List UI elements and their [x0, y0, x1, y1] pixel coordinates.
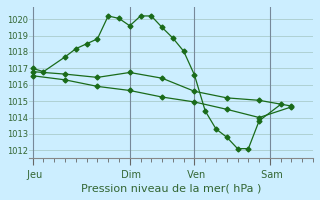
X-axis label: Pression niveau de la mer( hPa ): Pression niveau de la mer( hPa ) — [81, 183, 261, 193]
